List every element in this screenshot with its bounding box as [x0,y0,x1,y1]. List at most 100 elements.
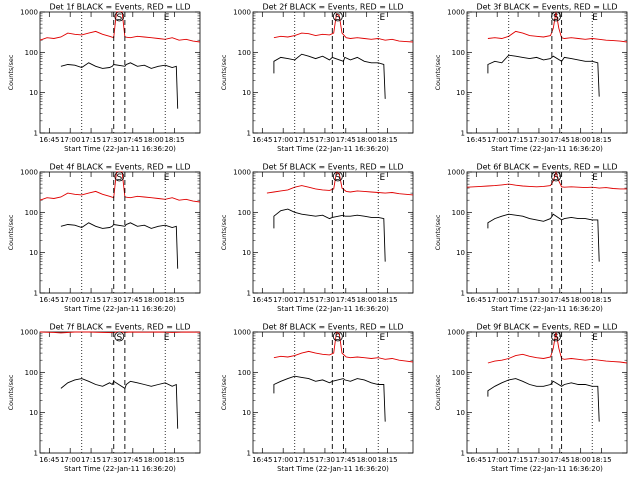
y-tick-label: 1000 [447,329,465,337]
y-tick-label: 10 [29,249,38,257]
start-marker-label: S [335,173,341,183]
x-axis-label: Start Time (22-Jan-11 16:36:20) [277,465,389,473]
x-tick-label: 18:00 [357,136,377,144]
x-tick-label: 17:00 [487,296,507,304]
chart-panel-6: Det 6f BLACK = Events, RED = LLD Counts/s… [434,163,628,313]
y-axis-label: Counts/sec [7,214,15,250]
series-events-line [487,213,600,262]
series-lld-line [487,331,628,364]
y-axis-label: Counts/sec [220,214,228,250]
plot-frame [252,11,414,134]
y-tick-label: 1 [461,450,465,458]
y-tick-label: 1 [34,450,38,458]
start-marker-circle [332,11,343,22]
x-tick-label: 18:00 [571,136,591,144]
x-tick-label: 18:00 [571,456,591,464]
y-tick-label: 100 [452,369,465,377]
x-tick-label: 17:30 [529,296,549,304]
x-tick-label: 16:45 [39,456,59,464]
plot-frame [39,171,201,294]
x-tick-label: 16:45 [252,136,272,144]
plot-frame [466,171,628,294]
plot-frame [252,331,414,454]
x-tick-label: 17:15 [294,296,314,304]
y-tick-label: 100 [25,49,38,57]
x-tick-label: 17:30 [102,456,122,464]
x-tick-label: 17:45 [550,136,570,144]
x-tick-label: 17:15 [81,296,101,304]
x-tick-label: 17:15 [294,136,314,144]
y-tick-label: 100 [238,209,251,217]
x-tick-label: 17:45 [336,456,356,464]
x-tick-label: 17:30 [102,136,122,144]
x-tick-label: 18:00 [357,456,377,464]
plot-frame [39,11,201,134]
start-marker-circle [551,331,561,342]
x-tick-label: 17:15 [508,136,528,144]
y-tick-label: 100 [25,369,38,377]
y-tick-label: 1000 [447,169,465,177]
chart-title: Det 5f BLACK = Events, RED = LLD [262,163,403,172]
y-tick-label: 1000 [20,329,38,337]
series-lld-line [487,11,628,43]
series-events-line [273,53,386,99]
start-marker-label: S [335,13,341,23]
x-axis-label: Start Time (22-Jan-11 16:36:20) [64,465,176,473]
y-tick-label: 1 [461,130,465,138]
start-marker-label: S [553,173,559,183]
chart-panel-7: Det 7f BLACK = Events, RED = LLD Counts/s… [7,323,201,473]
y-axis-label: Counts/sec [220,374,228,410]
x-tick-label: 17:15 [81,456,101,464]
x-tick-label: 16:45 [39,296,59,304]
series-events-line [487,54,600,97]
x-tick-label: 18:15 [377,456,397,464]
chart-panel-2: Det 2f BLACK = Events, RED = LLD Counts/s… [220,3,414,153]
y-tick-label: 100 [238,49,251,57]
series-lld-line [466,170,627,190]
start-marker-circle [551,171,561,182]
x-tick-label: 17:15 [508,456,528,464]
end-marker-label: E [164,333,170,343]
y-tick-label: 10 [456,89,465,97]
x-tick-label: 17:45 [336,296,356,304]
series-lld-line [273,12,414,43]
end-marker-label: E [592,173,598,183]
series-events-line [273,208,386,262]
y-tick-label: 1 [461,290,465,298]
y-tick-label: 10 [242,89,251,97]
chart-title: Det 2f BLACK = Events, RED = LLD [262,3,403,12]
x-tick-label: 17:00 [273,456,293,464]
series-events-line [273,375,386,422]
end-marker-label: E [164,13,170,23]
x-tick-label: 17:45 [336,136,356,144]
y-tick-label: 100 [452,209,465,217]
x-axis-label: Start Time (22-Jan-11 16:36:20) [277,145,389,153]
y-tick-label: 1000 [233,169,251,177]
chart-panel-8: Det 8f BLACK = Events, RED = LLD Counts/s… [220,323,414,473]
y-axis-label: Counts/sec [7,54,15,90]
start-marker-label: S [116,333,122,343]
x-tick-label: 17:00 [273,296,293,304]
chart-title: Det 8f BLACK = Events, RED = LLD [262,323,403,332]
y-tick-label: 10 [242,249,251,257]
y-tick-label: 1000 [20,169,38,177]
chart-panel-5: Det 5f BLACK = Events, RED = LLD Counts/s… [220,163,414,313]
y-axis-label: Counts/sec [434,214,442,250]
x-tick-label: 17:45 [550,456,570,464]
y-tick-label: 10 [29,409,38,417]
x-tick-label: 16:45 [466,136,486,144]
chart-title: Det 9f BLACK = Events, RED = LLD [476,323,617,332]
y-tick-label: 100 [25,209,38,217]
x-tick-label: 16:45 [39,136,59,144]
start-marker-circle [332,331,343,342]
series-events-line [487,378,600,422]
start-marker-circle [332,171,343,182]
x-tick-label: 17:30 [315,456,335,464]
y-axis-label: Counts/sec [220,54,228,90]
chart-title: Det 3f BLACK = Events, RED = LLD [476,3,617,12]
x-tick-label: 18:00 [357,296,377,304]
x-tick-label: 18:15 [164,296,184,304]
y-tick-label: 1 [247,130,251,138]
chart-title: Det 4f BLACK = Events, RED = LLD [49,163,190,172]
start-marker-circle [114,171,125,182]
